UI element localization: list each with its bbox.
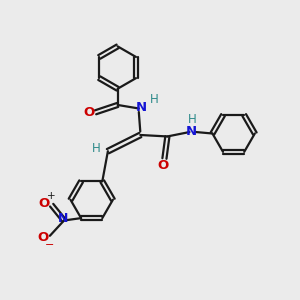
Text: N: N [136,101,147,114]
Text: O: O [83,106,95,119]
Text: O: O [157,158,169,172]
Text: H: H [150,93,158,106]
Text: N: N [58,212,68,225]
Text: O: O [37,231,48,244]
Text: +: + [47,191,56,201]
Text: H: H [92,142,101,155]
Text: N: N [186,125,197,138]
Text: O: O [39,197,50,210]
Text: −: − [45,240,55,250]
Text: H: H [188,113,196,126]
